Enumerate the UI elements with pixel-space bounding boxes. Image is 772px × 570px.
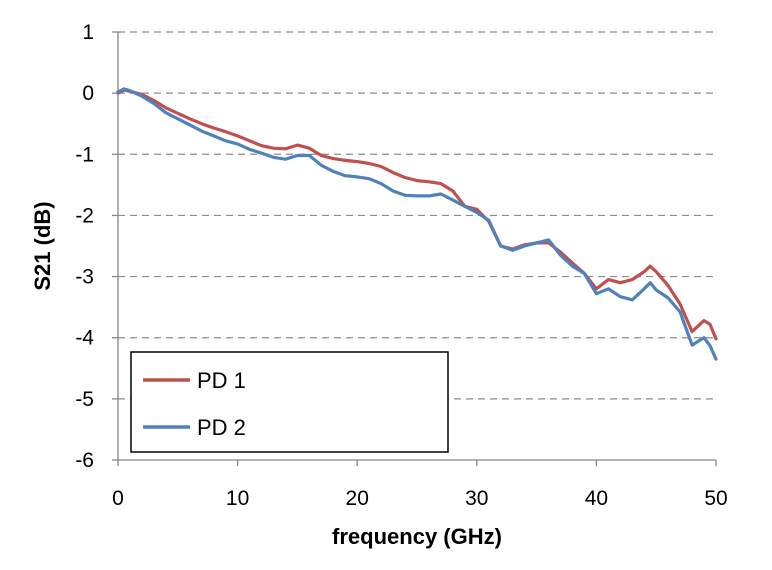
y-tick-label: -4 <box>75 327 94 350</box>
legend-label-pd1: PD 1 <box>197 368 246 393</box>
x-tick-label: 20 <box>346 487 369 510</box>
y-axis-title: S21 (dB) <box>30 201 55 290</box>
y-tick-label: 1 <box>82 21 94 44</box>
y-tick-label: -5 <box>75 388 94 411</box>
series-line-pd1 <box>116 88 718 341</box>
y-tick-label: 0 <box>82 82 94 105</box>
y-tick-labels: 1 0 -1 -2 -3 -4 -5 -6 <box>75 21 94 472</box>
series-line-pd2 <box>116 87 718 361</box>
legend-label-pd2: PD 2 <box>197 415 246 440</box>
x-tick-label: 10 <box>226 487 249 510</box>
legend-box <box>130 351 449 453</box>
series-lines <box>116 87 718 361</box>
y-tick-label: -2 <box>75 204 94 227</box>
x-tick-label: 0 <box>112 487 124 510</box>
x-tick-label: 30 <box>465 487 488 510</box>
legend: PD 1 PD 2 <box>130 351 449 453</box>
axes <box>117 32 716 461</box>
x-tick-label: 40 <box>585 487 608 510</box>
y-tick-label: -3 <box>75 266 94 289</box>
x-tick-labels: 0 10 20 30 40 50 <box>112 487 728 510</box>
x-axis-title: frequency (GHz) <box>332 524 502 549</box>
y-tick-label: -1 <box>75 143 94 166</box>
x-tick-label: 50 <box>704 487 727 510</box>
y-tick-label: -6 <box>75 449 94 472</box>
